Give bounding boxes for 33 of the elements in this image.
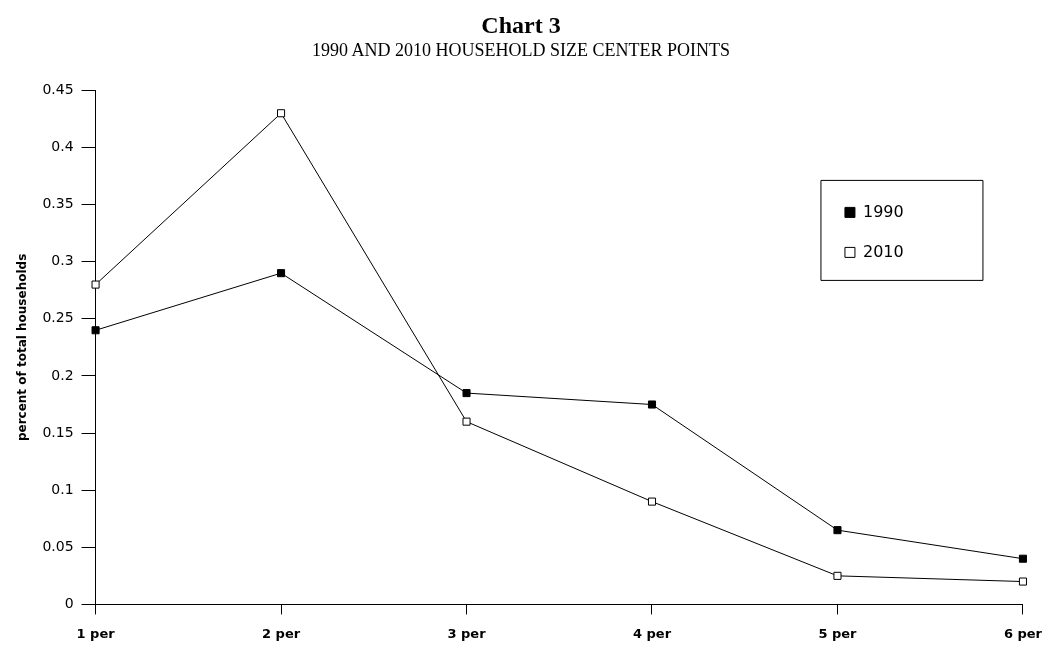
y-tick-label: 0 (64, 595, 74, 612)
y-tick-label: 0.2 (51, 366, 74, 383)
point (647, 497, 657, 506)
x-tick-label: 4 per (632, 625, 672, 641)
legend-label: 2010 (862, 241, 904, 261)
y-tick-label: 0.35 (42, 195, 74, 212)
point (1018, 554, 1027, 563)
point (462, 389, 471, 398)
point (833, 526, 842, 535)
chart-title: Chart 3 (481, 11, 561, 38)
point (462, 417, 471, 426)
point (833, 571, 842, 580)
y-tick-label: 0.25 (42, 309, 74, 326)
x-tick-label: 5 per (818, 625, 858, 641)
y-tick-label: 0.3 (51, 252, 74, 269)
point (91, 326, 100, 335)
x-tick-label: 6 per (1003, 625, 1043, 641)
x-tick-label: 3 per (447, 625, 487, 641)
y-axis-title: percent of total households (15, 253, 30, 442)
point (1018, 577, 1027, 586)
point (277, 269, 286, 278)
point (91, 280, 100, 289)
point (277, 109, 286, 118)
y-tick-label: 0.15 (42, 423, 74, 440)
point (647, 400, 657, 409)
x-tick-label: 1 per (76, 625, 116, 641)
y-tick-label: 0.05 (42, 537, 74, 554)
chart-subtitle: 1990 AND 2010 HOUSEHOLD SIZE CENTER POINTS (312, 40, 730, 61)
y-tick-label: 0.4 (51, 138, 74, 155)
legend-label: 1990 (862, 201, 904, 221)
y-tick-label: 0.45 (42, 81, 74, 98)
y-tick-label: 0.1 (51, 480, 74, 497)
x-tick-label: 2 per (261, 625, 301, 641)
